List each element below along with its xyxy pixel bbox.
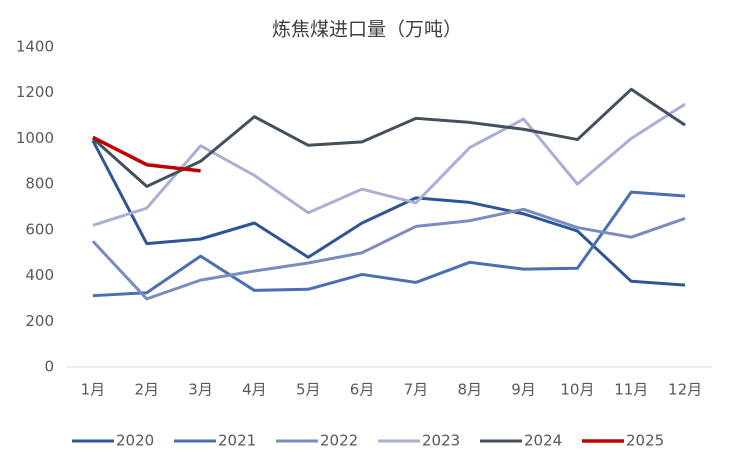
y-tick-label: 0 <box>44 358 54 376</box>
x-tick-label: 11月 <box>614 381 648 399</box>
legend-label: 2020 <box>116 432 154 450</box>
series-line <box>92 190 686 298</box>
x-tick-label: 12月 <box>668 381 702 399</box>
series-line <box>92 135 201 173</box>
x-tick-label: 9月 <box>511 381 536 399</box>
x-tick-label: 2月 <box>134 381 159 399</box>
x-tick-label: 7月 <box>404 381 429 399</box>
y-tick-label: 1400 <box>16 38 54 56</box>
x-tick-label: 4月 <box>242 381 267 399</box>
x-tick-label: 8月 <box>457 381 482 399</box>
y-tick-label: 1000 <box>16 129 54 147</box>
y-tick-label: 600 <box>25 220 54 238</box>
legend-label: 2024 <box>524 432 562 450</box>
x-tick-label: 5月 <box>296 381 321 399</box>
series-line <box>92 102 686 227</box>
legend-label: 2025 <box>626 432 664 450</box>
x-tick-label: 1月 <box>81 381 106 399</box>
legend-label: 2021 <box>218 432 256 450</box>
chart-title: 炼焦煤进口量（万吨） <box>272 19 462 41</box>
y-tick-label: 800 <box>25 175 54 193</box>
legend-label: 2022 <box>320 432 358 450</box>
series-line <box>91 207 686 301</box>
legend-label: 2023 <box>422 432 460 450</box>
y-tick-label: 1200 <box>16 83 54 101</box>
x-tick-label: 10月 <box>560 381 594 399</box>
series-line <box>91 140 686 287</box>
y-tick-label: 400 <box>25 266 54 284</box>
x-tick-label: 3月 <box>188 381 213 399</box>
x-tick-label: 6月 <box>350 381 375 399</box>
y-tick-label: 200 <box>25 312 54 330</box>
series-line <box>91 87 686 188</box>
